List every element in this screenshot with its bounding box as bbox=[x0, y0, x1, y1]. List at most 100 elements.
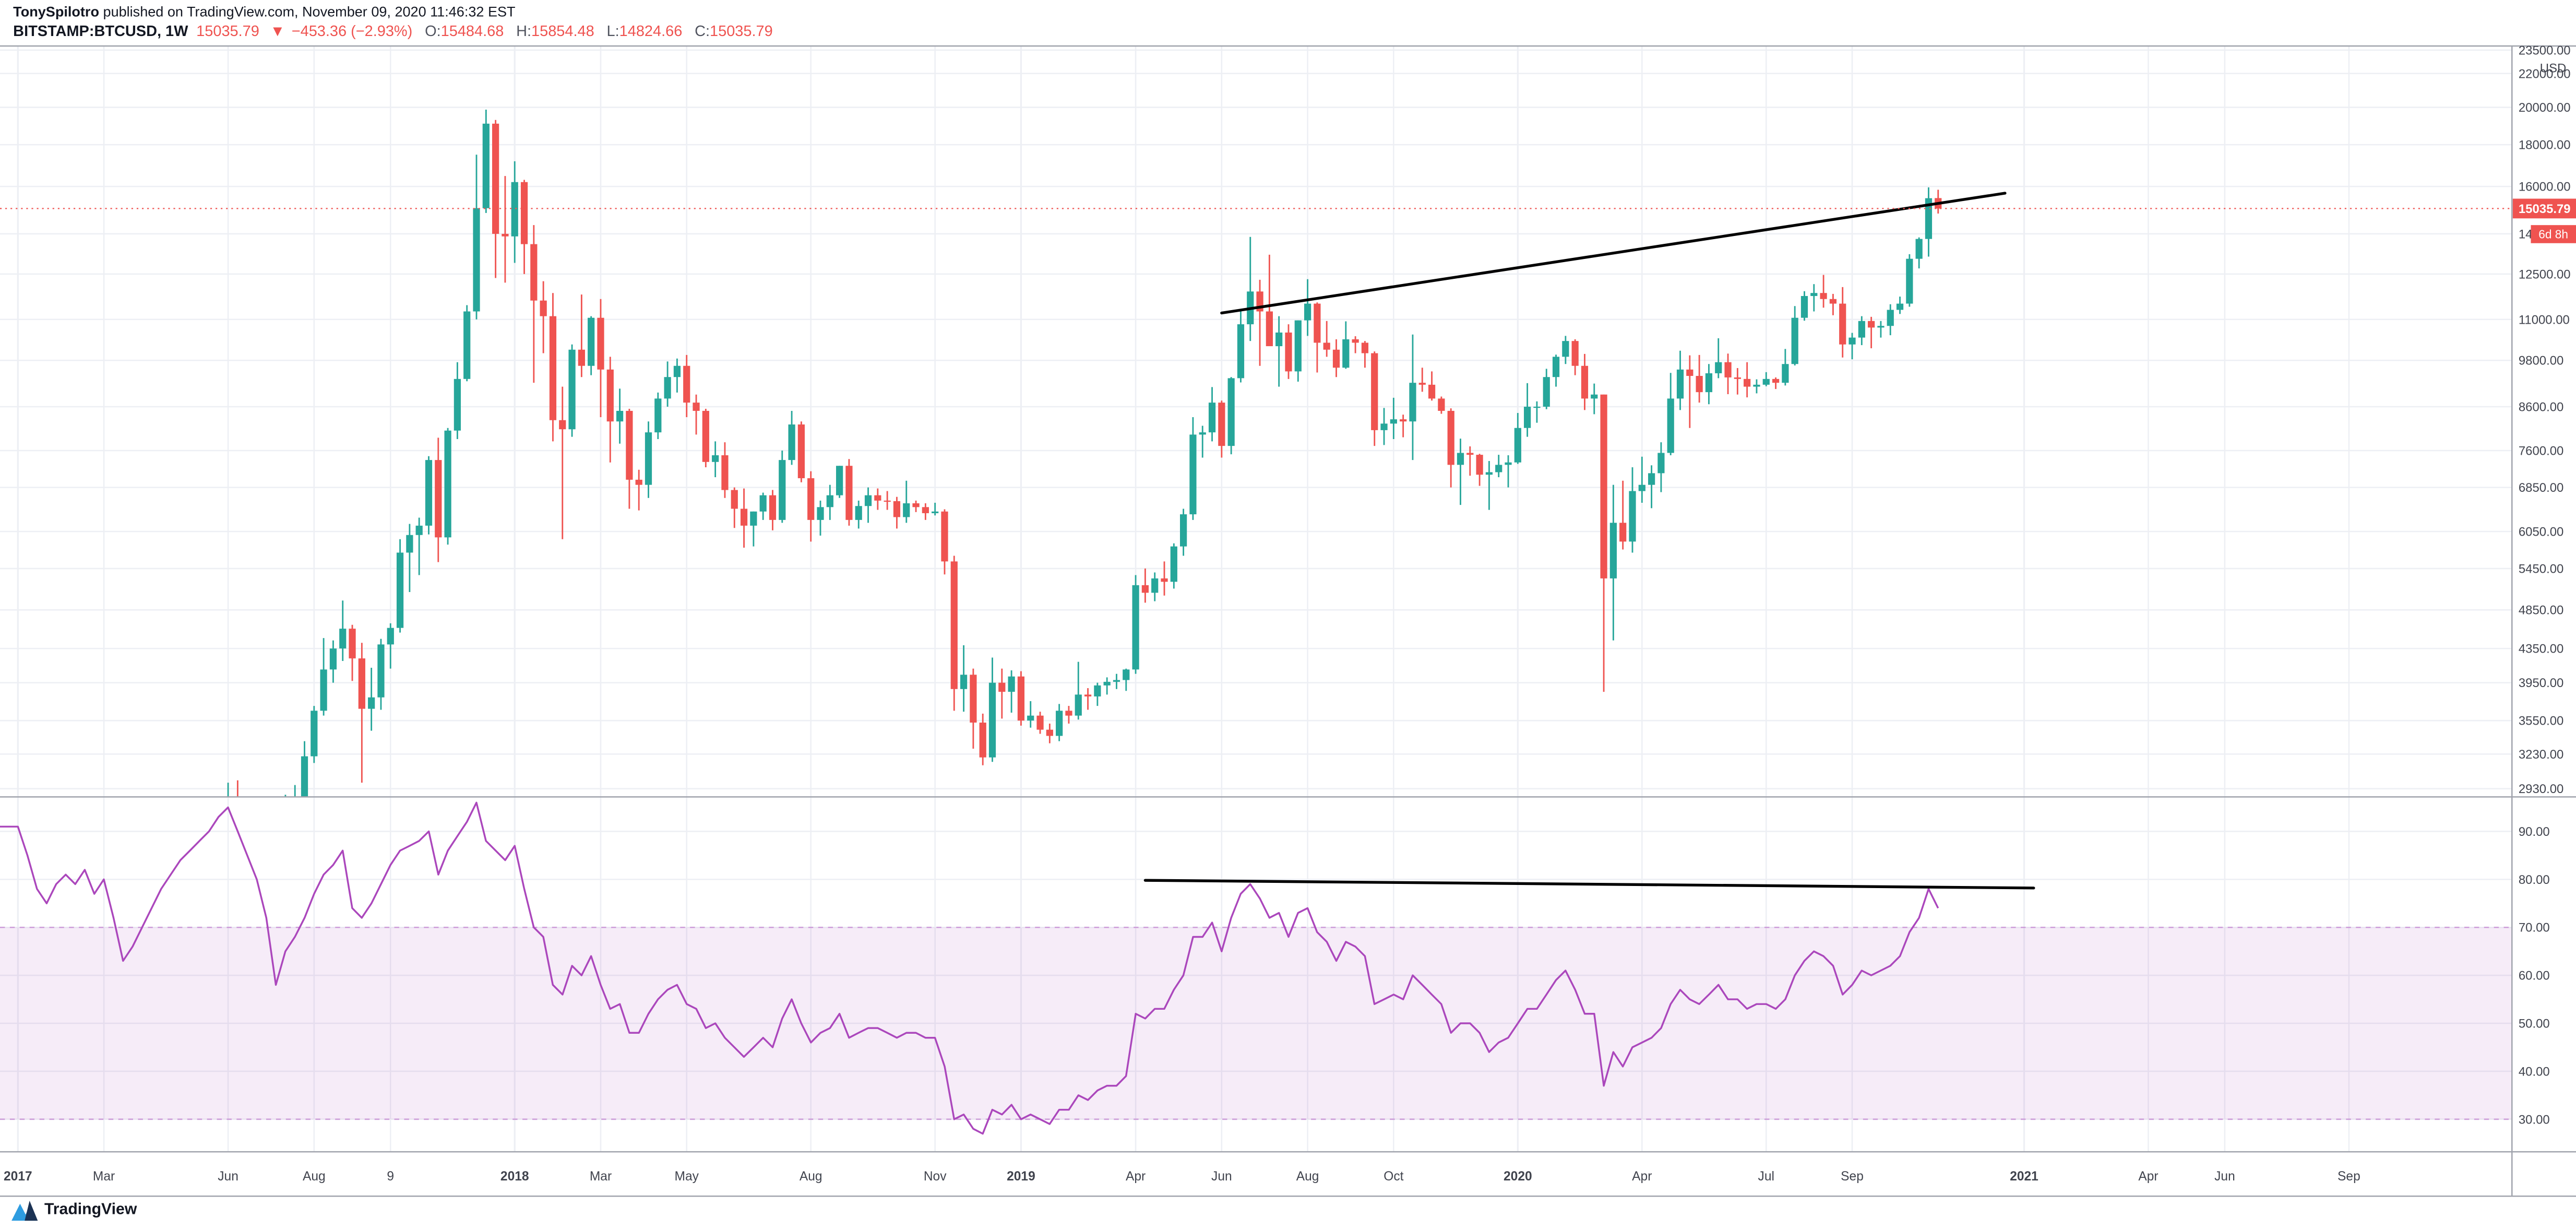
low-value: 14824.66 bbox=[619, 23, 683, 40]
candle bbox=[588, 316, 595, 375]
candle bbox=[903, 480, 910, 523]
price-tick-label: 6850.00 bbox=[2519, 481, 2563, 495]
month-label: Aug bbox=[800, 1169, 822, 1184]
month-label: Mar bbox=[590, 1169, 612, 1184]
candle bbox=[1208, 387, 1216, 442]
header: TonySpilotro published on TradingView.co… bbox=[13, 3, 773, 41]
candle bbox=[520, 180, 528, 274]
candle bbox=[1782, 349, 1789, 386]
candle bbox=[1447, 408, 1454, 488]
high-value: 15854.48 bbox=[531, 23, 594, 40]
candle bbox=[1189, 417, 1197, 520]
candle bbox=[1180, 509, 1187, 556]
price-tick-label: 3230.00 bbox=[2519, 748, 2563, 762]
candle bbox=[454, 362, 461, 439]
candle bbox=[1371, 351, 1378, 446]
candle bbox=[1056, 704, 1063, 741]
candle bbox=[1925, 187, 1933, 257]
candle bbox=[1571, 339, 1579, 375]
candle bbox=[1562, 336, 1569, 364]
candle bbox=[1581, 353, 1589, 410]
candle bbox=[864, 487, 872, 523]
candle bbox=[1715, 338, 1722, 379]
rsi-axis[interactable]: 90.00 80.00 70.00 60.00 50.00 40.00 30.00 bbox=[2519, 825, 2550, 1127]
close-key: C: bbox=[695, 23, 710, 40]
symbol-title: BITSTAMP:BTCUSD, 1W bbox=[13, 23, 188, 40]
candle bbox=[358, 643, 365, 783]
candle bbox=[377, 639, 385, 710]
candle bbox=[702, 408, 709, 468]
countdown-text: 6d 8h bbox=[2538, 227, 2568, 241]
candle bbox=[1237, 311, 1245, 383]
candle bbox=[1800, 291, 1808, 321]
candle bbox=[1724, 353, 1732, 394]
candle bbox=[1591, 383, 1598, 415]
price-tick-label: 6050.00 bbox=[2519, 525, 2563, 539]
candle bbox=[387, 623, 394, 669]
candle bbox=[311, 706, 318, 763]
price-tick-label: 11000.00 bbox=[2519, 313, 2570, 327]
rsi-tick-label: 60.00 bbox=[2519, 969, 2550, 983]
candle bbox=[1132, 575, 1139, 674]
candle bbox=[1409, 334, 1416, 460]
candle bbox=[950, 556, 958, 711]
candle bbox=[1314, 302, 1321, 373]
candle bbox=[1744, 362, 1751, 398]
open-key: O: bbox=[425, 23, 441, 40]
candle bbox=[1380, 408, 1388, 445]
low-key: L: bbox=[606, 23, 619, 40]
candle bbox=[673, 358, 681, 393]
candle bbox=[1896, 297, 1904, 314]
candle bbox=[1352, 336, 1359, 353]
rsi-pane[interactable] bbox=[0, 801, 1939, 1135]
candle bbox=[1275, 316, 1283, 387]
rsi-gridlines bbox=[0, 831, 2512, 1120]
candle bbox=[1400, 415, 1407, 438]
candle bbox=[1457, 439, 1464, 505]
candle bbox=[1868, 316, 1875, 349]
brand-name[interactable]: TradingView bbox=[44, 1201, 137, 1220]
candle bbox=[530, 225, 538, 383]
candle bbox=[473, 155, 480, 320]
candle bbox=[339, 600, 347, 661]
candle bbox=[970, 668, 977, 749]
candle bbox=[1428, 371, 1436, 401]
price-pane[interactable] bbox=[224, 109, 1942, 955]
candle bbox=[1839, 287, 1846, 358]
candle bbox=[817, 500, 824, 536]
high-key: H: bbox=[516, 23, 532, 40]
candle bbox=[922, 503, 929, 520]
month-label: Jul bbox=[1758, 1169, 1774, 1184]
candle bbox=[1476, 454, 1483, 486]
tradingview-logo-icon[interactable] bbox=[11, 1199, 38, 1221]
candle bbox=[540, 281, 547, 353]
close-value: 15035.79 bbox=[710, 23, 773, 40]
price-axis[interactable]: 23500.00 22000.00 20000.00 18000.00 16000.00… bbox=[2512, 43, 2576, 796]
month-label: Jun bbox=[218, 1169, 238, 1184]
candle bbox=[1696, 354, 1703, 403]
candle bbox=[415, 517, 423, 575]
month-label: 9 bbox=[387, 1169, 394, 1184]
candle bbox=[893, 497, 901, 529]
year-label: 2020 bbox=[1504, 1169, 1532, 1184]
price-trendline[interactable] bbox=[1220, 192, 2007, 315]
candle bbox=[1772, 377, 1780, 389]
rsi-tick-label: 30.00 bbox=[2519, 1113, 2550, 1127]
candle bbox=[1762, 372, 1770, 386]
price-tick-label: 7600.00 bbox=[2519, 444, 2563, 458]
price-tick-label: 9800.00 bbox=[2519, 354, 2563, 368]
candle bbox=[1524, 383, 1531, 437]
time-axis[interactable]: 2017 Mar Jun Aug 9 2018 Mar May Aug Nov 2019 Apr Jun… bbox=[4, 1169, 2360, 1184]
rsi-trendline[interactable] bbox=[1143, 879, 2035, 890]
price-tick-label: 23500.00 bbox=[2519, 43, 2571, 57]
candle bbox=[263, 825, 270, 876]
last-price: 15035.79 bbox=[196, 23, 259, 40]
candle bbox=[807, 471, 815, 542]
price-tick-label: 4350.00 bbox=[2519, 642, 2563, 656]
direction-arrow-icon: ▼ bbox=[270, 23, 285, 40]
candle bbox=[444, 428, 451, 545]
candle bbox=[1218, 400, 1225, 458]
candle bbox=[1294, 320, 1302, 382]
candle bbox=[1877, 321, 1885, 338]
